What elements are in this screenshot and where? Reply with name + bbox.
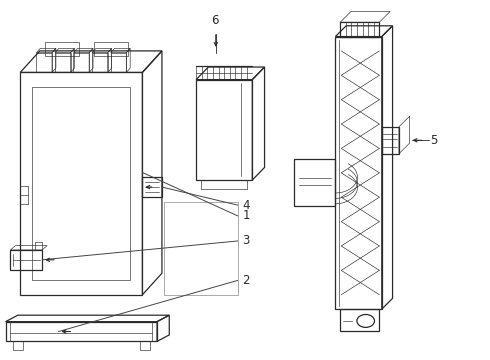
Text: 4: 4 [243, 199, 250, 212]
Text: 6: 6 [211, 14, 219, 27]
Text: 1: 1 [243, 210, 250, 222]
Text: 5: 5 [430, 134, 438, 147]
Text: 3: 3 [243, 234, 250, 247]
Text: 2: 2 [243, 274, 250, 287]
